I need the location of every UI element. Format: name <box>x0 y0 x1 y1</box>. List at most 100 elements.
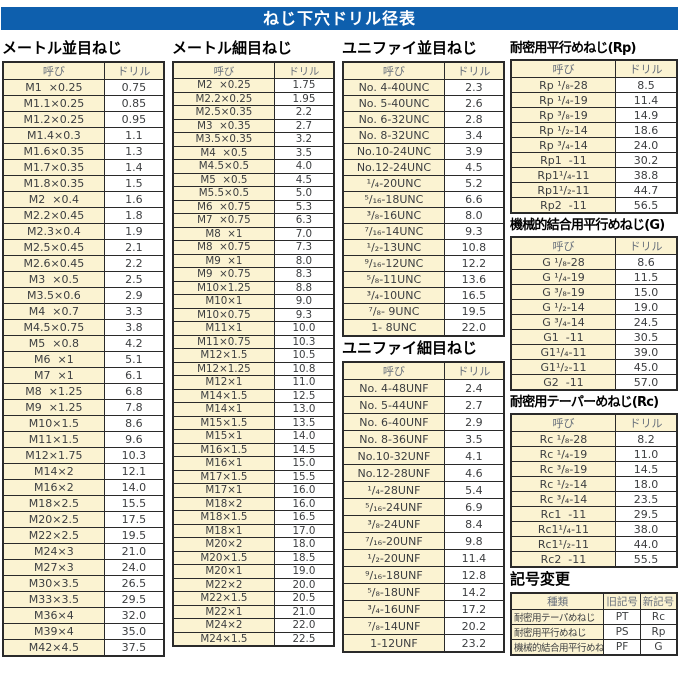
drill-value-cell: 14.0 <box>273 429 335 444</box>
drill-value-cell: 57.0 <box>614 374 678 391</box>
drill-value-cell: 1.6 <box>103 191 165 208</box>
thread-name-cell: 機械的結合用平行めねじ <box>510 639 605 656</box>
table-header-row: 呼び ドリル <box>2 61 165 80</box>
drill-value-cell: 29.5 <box>614 506 678 522</box>
drill-value-cell: 21.0 <box>273 604 335 619</box>
table-row: M11×1.5 9.6 <box>2 431 165 448</box>
drill-value-cell: 13.0 <box>273 402 335 417</box>
drill-value-cell: 2.2 <box>103 255 165 272</box>
table-row: M10×0.75 9.3 <box>172 307 335 322</box>
thread-name-cell: ⁵/₈-18UNF <box>342 583 445 601</box>
thread-name-cell: ³/₈-24UNF <box>342 515 445 533</box>
thread-name-cell: Rp1 -11 <box>510 152 616 168</box>
table-row: M10×1 9.0 <box>172 294 335 309</box>
thread-name-cell: Rc1 -11 <box>510 506 616 522</box>
table-header-row: 呼び ドリル <box>342 361 505 380</box>
table-row: No. 6-40UNF 2.9 <box>342 413 505 431</box>
table-row: ¹/₂-20UNF 11.4 <box>342 549 505 567</box>
table-row: M8 ×0.75 7.3 <box>172 240 335 255</box>
table-row: M3.5×0.35 3.2 <box>172 132 335 147</box>
drill-value-cell: 7.3 <box>273 240 335 255</box>
thread-name-cell: Rc1¹/₂-11 <box>510 536 616 552</box>
table-row: M14×1.5 12.5 <box>172 388 335 403</box>
table-row: M42×4.5 37.5 <box>2 639 165 657</box>
drill-value-cell: 6.8 <box>103 383 165 400</box>
thread-name-cell: M8 ×1 <box>172 226 275 241</box>
table-row: M30×3.5 26.5 <box>2 575 165 592</box>
table-row: M22×1.5 20.5 <box>172 591 335 606</box>
thread-name-cell: ¹/₄-20UNC <box>342 175 445 192</box>
thread-name-cell: M2.5×0.45 <box>2 239 105 256</box>
thread-name-cell: G ³/₄-14 <box>510 314 616 330</box>
table-row: M36×4 32.0 <box>2 607 165 624</box>
thread-name-cell: ¹/₂-13UNC <box>342 239 445 256</box>
table-row: Rc1¹/₂-11 44.0 <box>510 536 678 552</box>
drill-value-cell: 15.5 <box>273 469 335 484</box>
section-heading-rp: 耐密用平行めねじ(Rp) <box>510 41 636 56</box>
table-row: M12×1.75 10.3 <box>2 447 165 464</box>
table-row: M22×2 20.0 <box>172 577 335 592</box>
table-row: M16×2 14.0 <box>2 479 165 496</box>
thread-name-cell: M3 ×0.35 <box>172 118 275 133</box>
table-row: M9 ×0.75 8.3 <box>172 267 335 282</box>
thread-name-cell: ¹/₄-28UNF <box>342 481 445 499</box>
drill-value-cell: 18.0 <box>614 476 678 492</box>
thread-name-cell: M5.5×0.5 <box>172 186 275 201</box>
table-header-row: 呼び ドリル <box>172 61 335 79</box>
drill-value-cell: 5.3 <box>273 199 335 214</box>
column-metric-fine: メートル細目ねじ 呼び ドリル M2 ×0.25 1.75 M2.2×0.25 1.95 M… <box>172 37 335 647</box>
drill-value-cell: 1.3 <box>103 143 165 160</box>
thread-name-cell: M4.5×0.75 <box>2 319 105 336</box>
drill-value-cell: 32.0 <box>103 607 165 624</box>
thread-name-cell: M17×1 <box>172 483 275 498</box>
drill-value-cell: 8.2 <box>614 431 678 447</box>
table-row: M8 ×1 7.0 <box>172 226 335 241</box>
section-heading-metric-fine: メートル細目ねじ <box>172 39 293 57</box>
drill-value-cell: 22.0 <box>443 319 505 337</box>
drill-value-cell: 3.8 <box>103 319 165 336</box>
thread-name-cell: Rc ¹/₂-14 <box>510 476 616 492</box>
thread-name-cell: M6 ×1 <box>2 351 105 368</box>
thread-name-cell: M4 ×0.7 <box>2 303 105 320</box>
column-header: ドリル <box>614 59 678 78</box>
thread-name-cell: G ³/₈-19 <box>510 284 616 300</box>
drill-value-cell: 18.5 <box>273 550 335 565</box>
thread-name-cell: 耐密用テーパめねじ <box>510 609 605 625</box>
table-header-row: 呼び ドリル <box>342 61 505 80</box>
thread-name-cell: M33×3.5 <box>2 591 105 608</box>
drill-value-cell: 23.5 <box>614 491 678 507</box>
thread-name-cell: M15×1.5 <box>172 415 275 430</box>
thread-name-cell: M16×1.5 <box>172 442 275 457</box>
table-row: M12×1.25 10.8 <box>172 361 335 376</box>
drill-value-cell: 3.3 <box>103 303 165 320</box>
thread-name-cell: Rc2 -11 <box>510 551 616 568</box>
drill-value-cell: 29.5 <box>103 591 165 608</box>
drill-value-cell: 6.1 <box>103 367 165 384</box>
section-heading-unified-coarse: ユニファイ並目ねじ <box>342 39 478 57</box>
thread-name-cell: M24×3 <box>2 543 105 560</box>
thread-name-cell: No. 5-40UNC <box>342 95 445 112</box>
thread-name-cell: M2.5×0.35 <box>172 105 275 120</box>
drill-value-cell: 35.0 <box>103 623 165 640</box>
section-heading-rc: 耐密用テーパーめねじ(Rc) <box>510 395 659 410</box>
thread-name-cell: M24×2 <box>172 618 275 633</box>
drill-value-cell: 4.0 <box>273 159 335 174</box>
thread-name-cell: Rp ¹/₈-28 <box>510 77 616 93</box>
drill-value-cell: 22.5 <box>273 631 335 647</box>
drill-value-cell: 56.5 <box>614 197 678 214</box>
thread-name-cell: No. 6-40UNF <box>342 413 445 431</box>
table-row: M16×1.5 14.5 <box>172 442 335 457</box>
thread-name-cell: 1- 8UNC <box>342 319 445 337</box>
drill-value-cell: 18.6 <box>614 122 678 138</box>
thread-name-cell: M4 ×0.5 <box>172 145 275 160</box>
thread-name-cell: M2.3×0.4 <box>2 223 105 240</box>
drill-value-cell: 55.5 <box>614 551 678 568</box>
table-row: Rc ¹/₈-28 8.2 <box>510 431 678 447</box>
table-row: M2.2×0.25 1.95 <box>172 91 335 106</box>
thread-name-cell: Rc ³/₄-14 <box>510 491 616 507</box>
table-row: G2 -11 57.0 <box>510 374 678 391</box>
table-columns: メートル並目ねじ 呼び ドリル M1 ×0.25 0.75 M1.1×0.25 0.85 M… <box>0 37 679 657</box>
drill-value-cell: 8.8 <box>273 280 335 295</box>
table-row: M1.2×0.25 0.95 <box>2 111 165 128</box>
drill-value-cell: 6.3 <box>273 213 335 228</box>
